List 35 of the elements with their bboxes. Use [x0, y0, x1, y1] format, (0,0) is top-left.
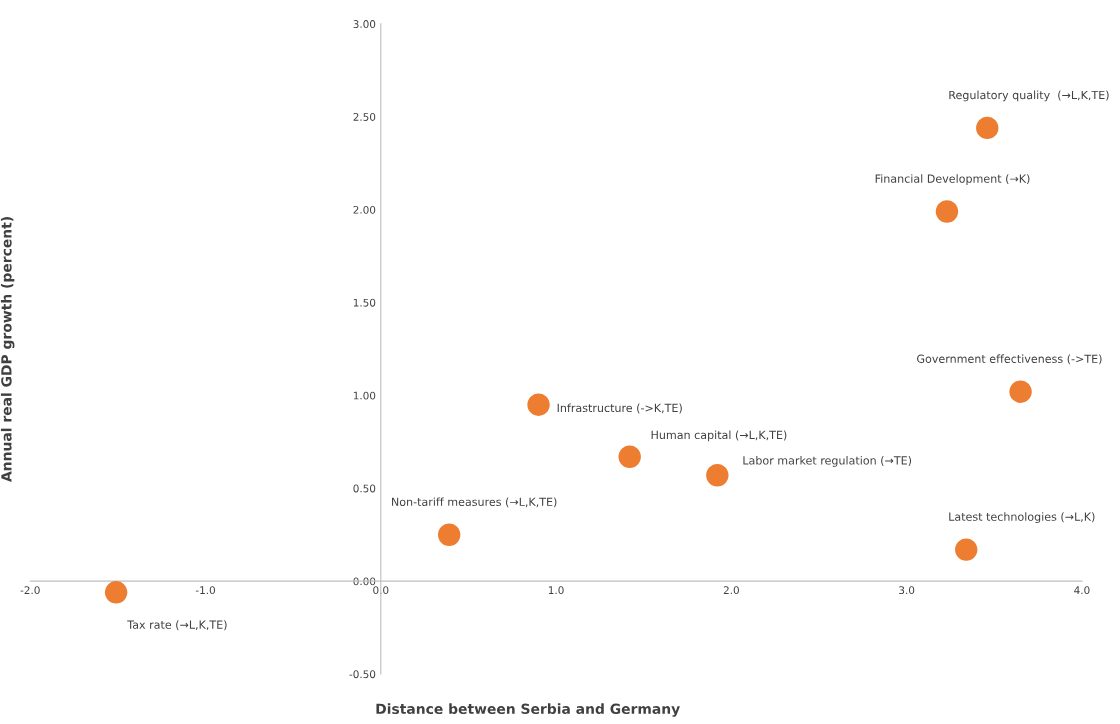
x-tick-label: 2.0 — [723, 586, 739, 595]
y-tick-label: 0.50 — [353, 484, 376, 493]
point — [955, 538, 978, 561]
annotation: Tax rate (→L,K,TE) — [127, 620, 227, 631]
point — [935, 200, 959, 223]
point — [527, 393, 550, 416]
annotation: Government effectiveness (->TE) — [917, 354, 1102, 365]
y-tick-label: 3.00 — [353, 20, 376, 28]
x-tick-label: 1.0 — [548, 586, 564, 595]
point — [706, 464, 729, 487]
y-tick-label: 0.00 — [353, 577, 376, 586]
x-tick-label: -1.0 — [195, 586, 215, 595]
y-tick-label: 2.50 — [353, 113, 376, 121]
x-tick-label: 3.0 — [899, 586, 915, 595]
y-axis-title: Annual real GDP growth (percent) — [0, 217, 15, 482]
y-tick-label: 1.50 — [353, 298, 376, 307]
point — [104, 581, 128, 604]
point — [437, 523, 461, 546]
y-tick-label: 2.00 — [353, 205, 376, 214]
x-tick-label: -2.0 — [20, 586, 40, 595]
annotation: Financial Development (→K) — [875, 174, 1030, 185]
x-tick-label: 0.0 — [373, 586, 389, 595]
point — [618, 445, 641, 468]
annotation: Human capital (→L,K,TE) — [651, 430, 787, 442]
x-tick-label: 4.0 — [1074, 586, 1090, 595]
annotation: Labor market regulation (→TE) — [743, 456, 912, 467]
point — [1009, 380, 1032, 403]
y-tick-label: -0.50 — [349, 670, 376, 679]
x-axis-title: Distance between Serbia and Germany — [376, 703, 680, 717]
annotation: Non-tariff measures (→L,K,TE) — [392, 497, 557, 508]
y-tick-label: 1.00 — [353, 391, 376, 400]
point — [976, 116, 999, 140]
annotation: Infrastructure (->K,TE) — [557, 403, 682, 414]
annotation: Latest technologies (→L,K) — [949, 512, 1095, 524]
annotation: Regulatory quality (→L,K,TE) — [949, 90, 1109, 102]
